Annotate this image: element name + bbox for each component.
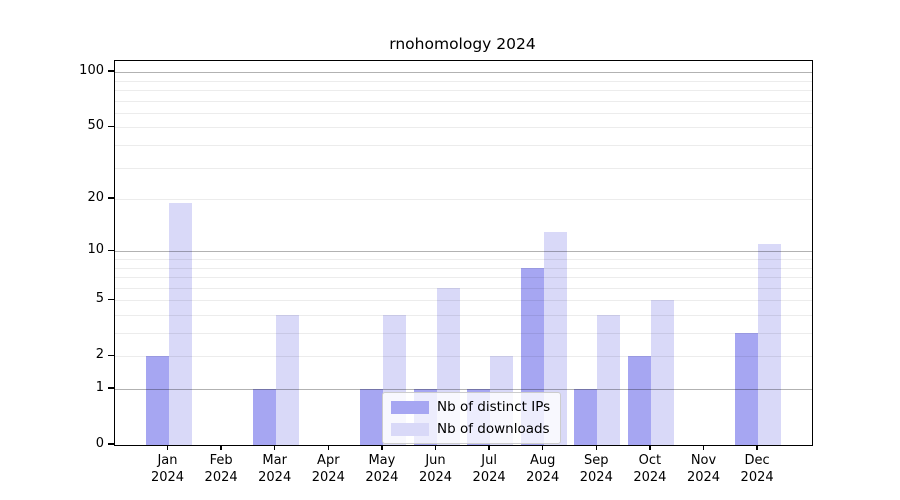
major-gridline [115, 251, 812, 253]
legend-swatch-distinct-ips [391, 400, 429, 414]
x-tick-label: Jan 2024 [150, 453, 185, 485]
x-tick-label: Mar 2024 [258, 453, 292, 485]
major-gridline [115, 72, 812, 74]
bar-nb-of-distinct-ips-sep [574, 389, 598, 445]
minor-gridline [115, 80, 812, 82]
bar-nb-of-distinct-ips-mar [252, 389, 276, 445]
bar-nb-of-distinct-ips-oct [627, 356, 651, 445]
y-tick-label: 1 [95, 380, 104, 395]
legend-item-distinct-ips: Nb of distinct IPs [391, 398, 550, 416]
minor-gridline [115, 356, 812, 358]
legend: Nb of distinct IPs Nb of downloads [382, 392, 562, 444]
x-tick-label: Oct 2024 [633, 453, 667, 485]
y-tick-label: 100 [79, 63, 104, 79]
minor-gridline [115, 267, 812, 269]
minor-gridline [115, 333, 812, 334]
x-tick-label: Nov 2024 [686, 453, 721, 485]
bar-nb-of-downloads-oct [650, 300, 674, 445]
y-tick-label: 2 [95, 347, 104, 363]
bar-nb-of-downloads-mar [275, 315, 299, 445]
y-tick-label: 0 [95, 436, 104, 451]
grid-layer [115, 61, 812, 445]
legend-label-distinct-ips: Nb of distinct IPs [437, 399, 551, 415]
legend-swatch-downloads [391, 422, 429, 436]
legend-item-downloads: Nb of downloads [391, 420, 550, 438]
bar-nb-of-downloads-sep [597, 315, 621, 445]
legend-label-downloads: Nb of downloads [437, 421, 550, 437]
x-tick-label: Dec 2024 [740, 453, 774, 485]
bar-nb-of-distinct-ips-dec [735, 333, 759, 445]
x-tick-label: Jun 2024 [418, 453, 453, 485]
minor-gridline [115, 199, 812, 201]
minor-gridline [115, 167, 812, 169]
x-tick-label: Jul 2024 [472, 453, 506, 485]
x-tick-label: Apr 2024 [311, 453, 345, 485]
bar-nb-of-downloads-jan [168, 203, 192, 445]
bar-nb-of-downloads-aug [543, 231, 567, 445]
minor-gridline [115, 90, 812, 91]
major-gridline [115, 389, 812, 390]
minor-gridline [115, 100, 812, 102]
bar-nb-of-distinct-ips-jan [145, 356, 169, 445]
x-tick-label: May 2024 [365, 453, 399, 485]
y-tick-label: 20 [87, 190, 104, 206]
x-tick-label: Feb 2024 [204, 453, 238, 485]
minor-gridline [115, 258, 812, 260]
bar-nb-of-downloads-dec [758, 244, 782, 445]
x-tick-label: Sep 2024 [579, 453, 613, 485]
minor-gridline [115, 287, 812, 289]
plot-area [114, 60, 813, 446]
minor-gridline [115, 300, 812, 302]
minor-gridline [115, 314, 812, 316]
y-tick-label: 10 [87, 242, 104, 258]
x-tick-label: Aug 2024 [526, 453, 560, 485]
minor-gridline [115, 112, 812, 114]
chart-title: rnohomology 2024 [389, 35, 536, 53]
minor-gridline [115, 127, 812, 129]
minor-gridline [115, 145, 812, 146]
y-tick-label: 50 [87, 118, 104, 134]
y-tick-label: 5 [95, 291, 104, 307]
bar-nb-of-distinct-ips-may [359, 389, 383, 445]
minor-gridline [115, 277, 812, 279]
